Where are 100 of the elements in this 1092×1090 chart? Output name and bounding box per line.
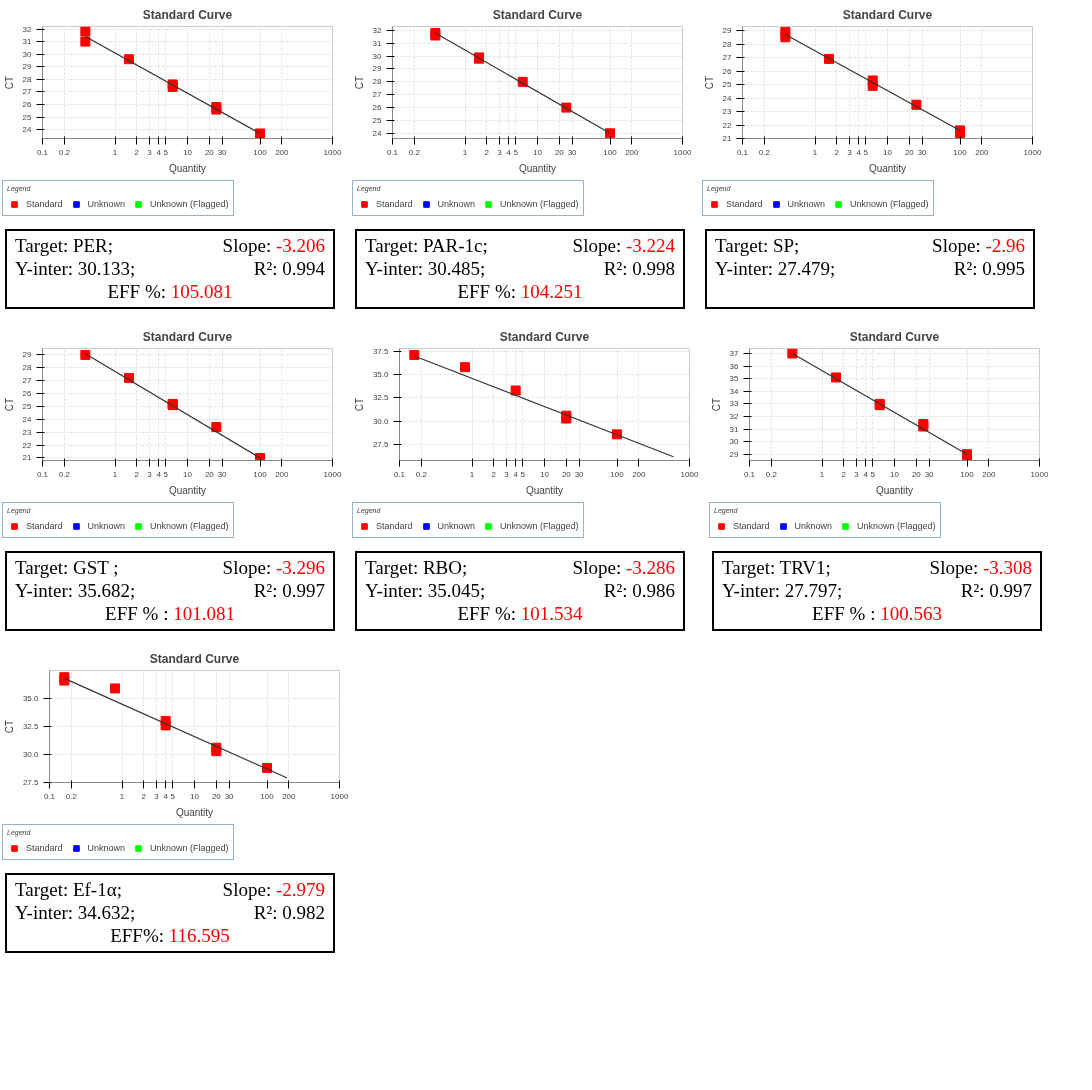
x-tick-label: 1000: [330, 791, 349, 801]
x-tick-label: 200: [275, 147, 290, 157]
y-tick-label: 25: [722, 80, 733, 90]
x-tick-label: 1: [112, 469, 118, 479]
x-tick-label: 5: [163, 147, 169, 157]
x-tick-label: 100: [610, 469, 625, 479]
x-tick-label: 0.1: [736, 147, 749, 157]
y-tick-label: 28: [722, 39, 733, 49]
text: Y-inter: 27.479;: [715, 257, 836, 280]
x-tick-label: 10: [533, 147, 543, 157]
x-tick-label: 30: [567, 147, 578, 157]
text: Target: RBO;: [365, 556, 468, 579]
x-tick-label: 1: [819, 469, 825, 479]
text: Y-inter: 34.632;: [15, 901, 136, 924]
y-tick-label: 32.5: [22, 722, 40, 731]
x-tick-label: 0.1: [36, 469, 49, 479]
x-tick-label: 4: [856, 147, 862, 157]
x-tick-label: 0.2: [58, 469, 71, 479]
x-tick-label: 0.1: [743, 469, 756, 479]
x-tick-label: 20: [204, 147, 215, 157]
y-tick-label: 26: [722, 66, 733, 76]
text: R²: 0.995: [953, 257, 1025, 280]
y-tick-label: 34: [729, 386, 740, 396]
x-tick-label: 10: [890, 469, 900, 479]
legend-label: Standard: [733, 521, 770, 531]
text: Slope: -2.96: [932, 234, 1025, 257]
text: Slope: -3.296: [222, 556, 325, 579]
x-tick-label: 100: [253, 469, 268, 479]
legend-label: Standard: [26, 521, 63, 531]
x-tick-label: 0.1: [386, 147, 399, 157]
legend-label: Unknown: [87, 843, 126, 853]
x-tick-label: 0.2: [408, 147, 421, 157]
chart-title: Standard Curve: [499, 329, 590, 344]
x-tick-label: 4: [163, 791, 169, 801]
text: Slope: -3.206: [222, 234, 325, 257]
x-tick-label: 200: [632, 469, 647, 479]
y-tick-label: 28: [372, 77, 383, 87]
y-tick-label: 23: [22, 427, 33, 437]
legend-label: Standard: [26, 843, 63, 853]
legend-label: Unknown: [87, 521, 126, 531]
y-tick-label: 24: [22, 414, 33, 424]
legend-label: Unknown: [787, 199, 826, 209]
y-tick-label: 27: [372, 90, 383, 100]
x-tick-label: 4: [506, 147, 512, 157]
x-tick-label: 1000: [323, 469, 342, 479]
x-tick-label: 3: [847, 147, 853, 157]
x-tick-label: 20: [904, 147, 915, 157]
text: R²: 0.997: [253, 579, 325, 602]
x-tick-label: 0.1: [393, 469, 406, 479]
y-tick-label: 28: [22, 74, 33, 84]
legend-label: Unknown (Flagged): [857, 521, 936, 531]
y-tick-label: 29: [722, 26, 733, 36]
legend-label: Unknown (Flagged): [500, 521, 579, 531]
x-tick-label: 100: [260, 791, 275, 801]
x-tick-label: 30: [217, 469, 228, 479]
x-tick-label: 1000: [673, 147, 692, 157]
text: Target: GST ;: [15, 556, 119, 579]
x-axis-title: Quantity: [875, 484, 914, 496]
x-tick-label: 20: [554, 147, 565, 157]
x-tick-label: 200: [975, 147, 990, 157]
text: Y-inter: 27.797;: [722, 579, 843, 602]
x-tick-label: 2: [834, 147, 840, 157]
y-axis-title: CT: [703, 75, 715, 90]
text: EFF %: 101.534: [456, 602, 584, 625]
x-tick-label: 5: [520, 469, 526, 479]
legend-label: Unknown (Flagged): [850, 199, 929, 209]
x-tick-label: 10: [183, 147, 193, 157]
legend-label: Unknown: [87, 199, 126, 209]
text: Y-inter: 35.045;: [365, 579, 486, 602]
x-tick-label: 3: [147, 469, 153, 479]
text: EFF % : 101.081: [104, 602, 236, 625]
x-tick-label: 10: [183, 469, 193, 479]
x-tick-label: 2: [134, 147, 140, 157]
legend-label: Standard: [376, 521, 413, 531]
y-tick-label: 27.5: [22, 778, 40, 787]
legend-label: Unknown: [437, 199, 476, 209]
x-tick-label: 2: [841, 469, 847, 479]
legend-label: Unknown: [794, 521, 833, 531]
legend-label: Unknown (Flagged): [150, 199, 229, 209]
x-axis-title: Quantity: [168, 484, 207, 496]
x-tick-label: 5: [870, 469, 876, 479]
y-tick-label: 29: [729, 449, 740, 459]
x-tick-label: 30: [224, 791, 235, 801]
y-tick-label: 29: [22, 62, 33, 72]
x-tick-label: 10: [190, 791, 200, 801]
chart-title: Standard Curve: [492, 7, 583, 22]
y-tick-label: 32: [22, 24, 33, 34]
y-axis-title: CT: [710, 397, 722, 412]
y-tick-label: 27: [22, 376, 33, 386]
x-tick-label: 30: [574, 469, 585, 479]
y-tick-label: 25: [22, 401, 33, 411]
x-axis-title: Quantity: [175, 806, 214, 818]
text: R²: 0.997: [960, 579, 1032, 602]
x-tick-label: 0.1: [36, 147, 49, 157]
y-tick-label: 37.5: [372, 346, 390, 356]
y-tick-label: 29: [22, 350, 33, 360]
y-tick-label: 23: [722, 107, 733, 117]
y-axis-title: CT: [353, 397, 365, 412]
x-tick-label: 4: [156, 147, 162, 157]
x-tick-label: 10: [883, 147, 893, 157]
